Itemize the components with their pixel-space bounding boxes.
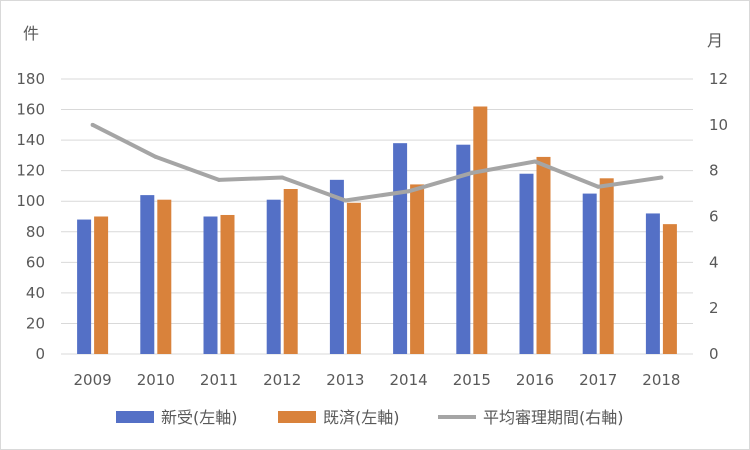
- left-tick-label: 120: [16, 162, 45, 180]
- left-axis-unit: 件: [23, 24, 39, 43]
- left-tick-label: 160: [16, 101, 45, 119]
- bar: [662, 224, 677, 354]
- category-tick-label: 2015: [453, 371, 491, 389]
- bar: [519, 173, 534, 354]
- right-axis-unit: 月: [707, 31, 723, 50]
- bar: [220, 214, 235, 354]
- legend-label-done: 既済(左軸): [323, 408, 400, 427]
- category-tick-label: 2014: [390, 371, 428, 389]
- bars: [77, 106, 677, 354]
- left-tick-label: 100: [16, 192, 45, 210]
- bar: [410, 184, 425, 354]
- bar: [393, 143, 408, 354]
- line-point: [217, 177, 221, 182]
- line-point: [659, 175, 664, 180]
- left-tick-label: 20: [26, 314, 45, 332]
- category-tick-label: 2016: [516, 371, 554, 389]
- line-point: [533, 159, 537, 164]
- bar: [266, 199, 281, 354]
- bar: [77, 219, 92, 354]
- left-tick-label: 40: [26, 284, 45, 302]
- legend-label-new: 新受(左軸): [161, 408, 238, 427]
- bar: [599, 178, 614, 354]
- gridlines: [61, 78, 693, 355]
- line-point: [90, 122, 95, 127]
- legend-swatch-new: [116, 411, 154, 423]
- category-tick-label: 2018: [642, 371, 680, 389]
- bar: [329, 179, 344, 354]
- line-series: [90, 122, 664, 203]
- right-tick-label: 4: [709, 253, 719, 271]
- line-point: [153, 154, 158, 159]
- category-tick-label: 2011: [200, 371, 238, 389]
- category-tick-label: 2012: [263, 371, 301, 389]
- right-tick-label: 0: [709, 345, 719, 363]
- right-tick-label: 6: [709, 208, 719, 226]
- line-point: [596, 184, 601, 189]
- category-tick-label: 2009: [74, 371, 112, 389]
- bar: [645, 213, 660, 354]
- line-point: [280, 175, 285, 180]
- right-tick-label: 10: [709, 116, 728, 134]
- right-tick-label: 12: [709, 70, 728, 88]
- bar: [157, 199, 172, 354]
- category-tick-label: 2017: [579, 371, 617, 389]
- left-tick-label: 80: [26, 223, 45, 241]
- line-series-path: [91, 123, 662, 203]
- legend-label-avg: 平均審理期間(右軸): [483, 408, 624, 427]
- bar: [582, 193, 597, 354]
- bar: [456, 144, 471, 354]
- line-point: [469, 170, 474, 175]
- legend: 新受(左軸) 既済(左軸) 平均審理期間(右軸): [116, 408, 624, 427]
- right-tick-label: 2: [709, 299, 719, 317]
- line-point: [343, 198, 348, 203]
- axes: 件 月 0 20 40 60 80 100 120 140 160 180 0 2 4 6 8 10 12 200…: [16, 24, 728, 389]
- category-tick-label: 2013: [326, 371, 364, 389]
- legend-swatch-done: [278, 411, 316, 423]
- bar: [203, 216, 218, 354]
- bar: [473, 106, 488, 354]
- bar: [536, 156, 551, 354]
- bar: [346, 202, 361, 354]
- bar: [283, 189, 298, 354]
- category-tick-label: 2010: [137, 371, 175, 389]
- line-point: [406, 189, 411, 194]
- left-tick-label: 60: [26, 253, 45, 271]
- bar: [140, 195, 155, 354]
- left-tick-label: 180: [16, 70, 45, 88]
- left-tick-label: 140: [16, 131, 45, 149]
- right-tick-label: 8: [709, 162, 719, 180]
- left-tick-label: 0: [35, 345, 45, 363]
- bar: [94, 216, 109, 354]
